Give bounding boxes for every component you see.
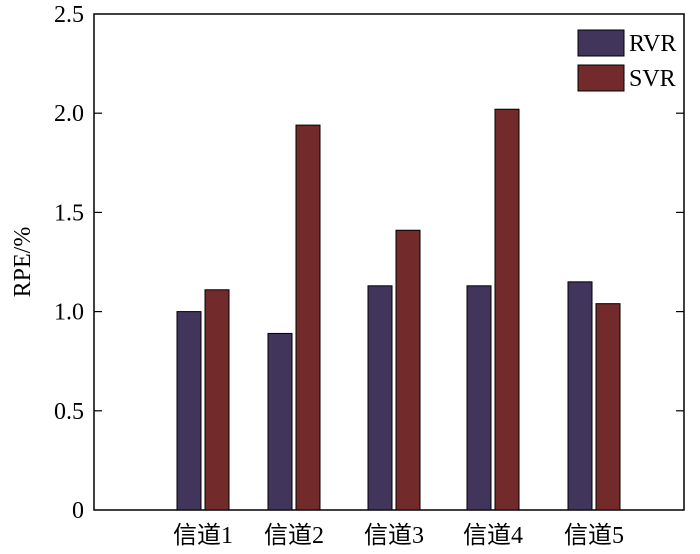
x-tick-label: 信道3: [364, 522, 424, 549]
x-tick-label: 信道4: [463, 522, 523, 549]
bar-svr-4: [494, 108, 520, 511]
legend: RVR SVR: [577, 29, 676, 92]
bar-rvr-1: [176, 311, 202, 511]
bar-rvr-4: [466, 285, 492, 511]
legend-swatch-svr: [577, 64, 625, 92]
x-tick-label: 信道2: [264, 522, 324, 549]
y-tick-label: 1.5: [54, 200, 84, 226]
y-tick-label: 1.0: [54, 300, 84, 326]
bar-rvr-3: [367, 285, 393, 511]
y-tick-label: 2.0: [54, 101, 84, 127]
bar-svr-5: [595, 303, 621, 511]
x-tick-label: 信道1: [173, 522, 233, 549]
y-axis-title: RPE/%: [10, 227, 36, 298]
y-tick-label: 2.5: [54, 2, 84, 28]
bar-rvr-2: [267, 332, 293, 511]
y-tick-label: 0.5: [54, 399, 84, 425]
y-axis-ticks: 0 0.5 1.0 1.5 2.0 2.5: [54, 2, 684, 524]
x-axis-ticks: 信道1 信道2 信道3 信道4 信道5: [173, 522, 624, 549]
bar-rvr-5: [567, 281, 593, 511]
legend-label-rvr: RVR: [629, 31, 676, 57]
bar-svr-3: [395, 229, 421, 511]
legend-swatch-rvr: [577, 29, 625, 57]
bar-svr-2: [295, 124, 321, 511]
bars-group: [176, 108, 621, 511]
bar-svr-1: [204, 289, 230, 511]
y-tick-label: 0: [72, 498, 84, 524]
legend-label-svr: SVR: [629, 66, 676, 92]
x-tick-label: 信道5: [564, 522, 624, 549]
